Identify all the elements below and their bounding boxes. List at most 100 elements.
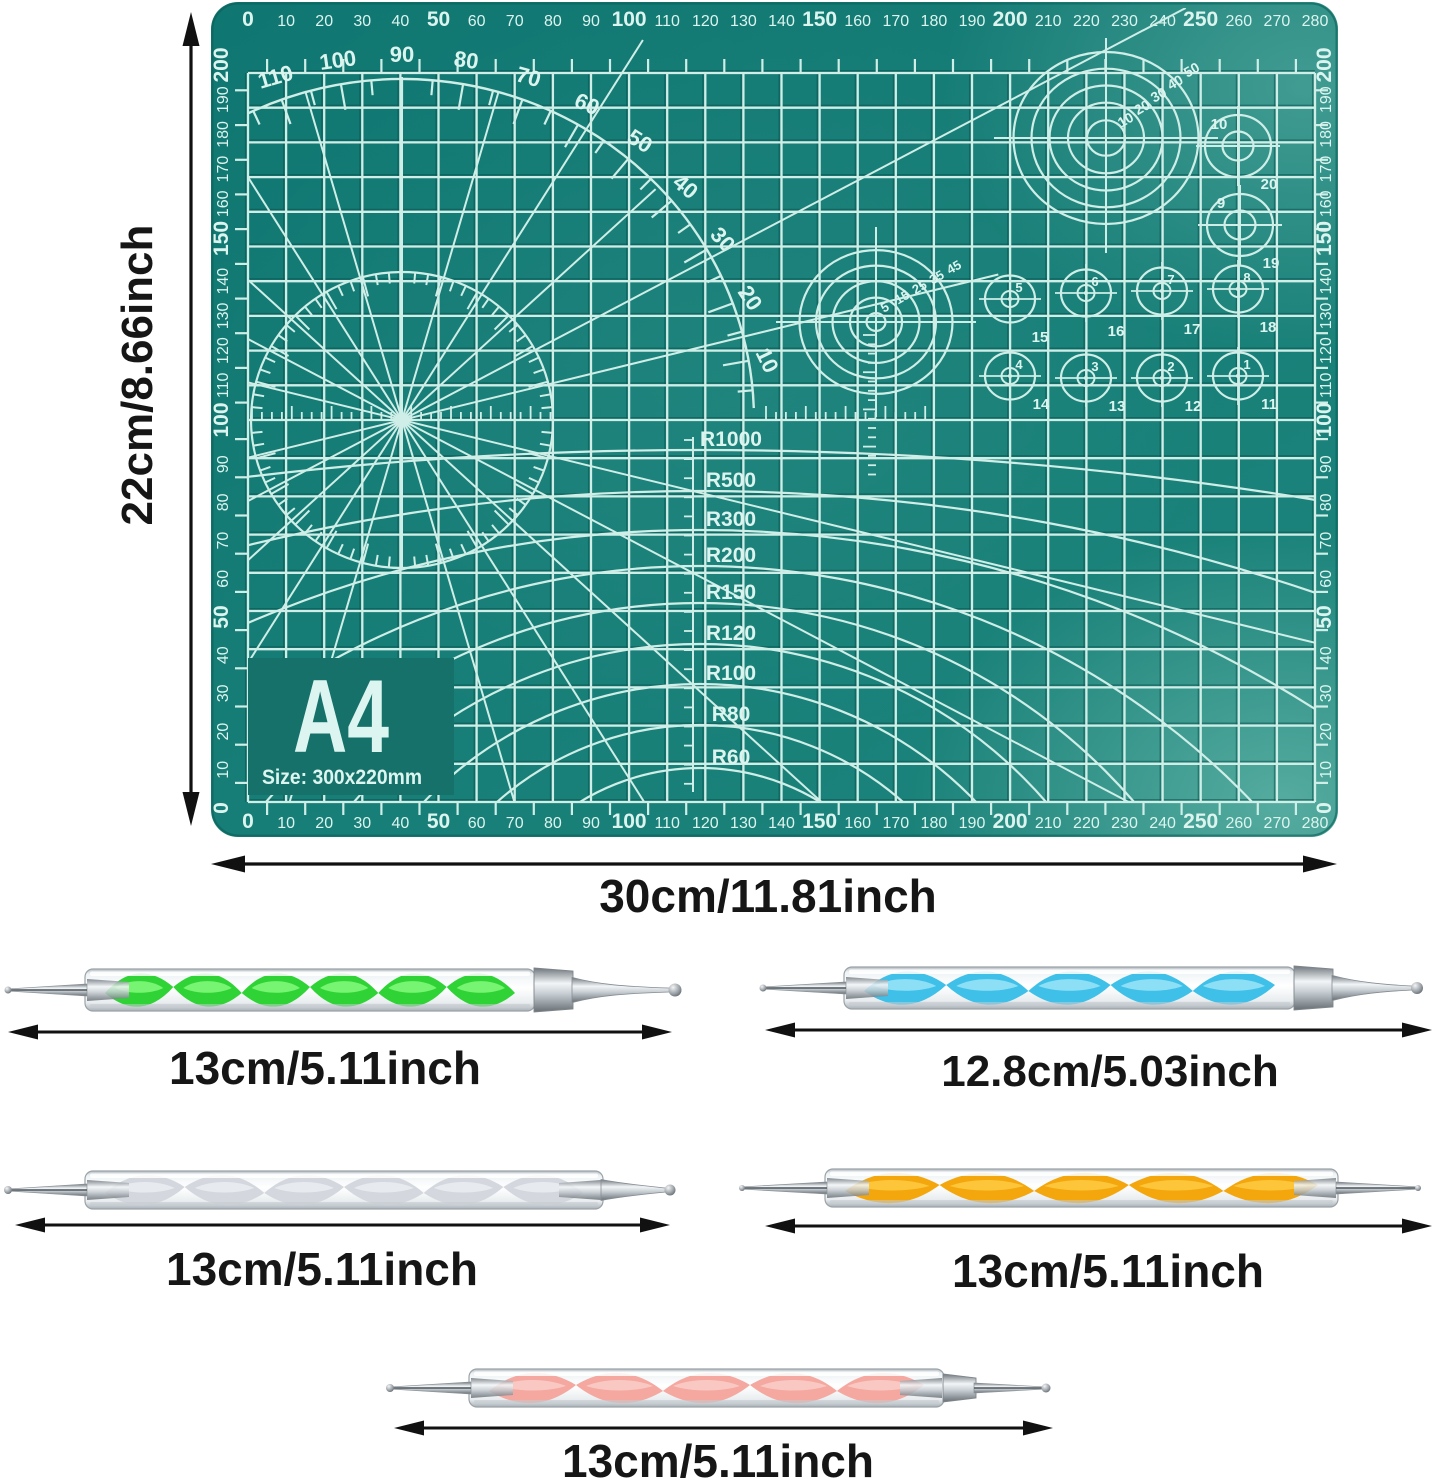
svg-text:0: 0	[1313, 802, 1336, 814]
svg-text:260: 260	[1225, 815, 1252, 832]
svg-text:110: 110	[654, 815, 680, 832]
svg-text:140: 140	[215, 268, 232, 295]
svg-text:200: 200	[993, 810, 1028, 833]
svg-text:220: 220	[1073, 13, 1100, 30]
svg-text:50: 50	[427, 810, 450, 833]
svg-text:R150: R150	[706, 581, 756, 604]
svg-text:40: 40	[1164, 71, 1186, 93]
svg-text:80: 80	[544, 13, 562, 30]
svg-text:260: 260	[1225, 13, 1252, 30]
svg-text:50: 50	[1181, 59, 1203, 81]
svg-text:15: 15	[1032, 329, 1049, 346]
svg-text:80: 80	[1318, 493, 1335, 511]
svg-text:160: 160	[215, 190, 232, 217]
svg-text:25: 25	[909, 277, 929, 297]
svg-text:R1000: R1000	[700, 428, 762, 451]
svg-text:30: 30	[215, 684, 232, 702]
svg-text:120: 120	[215, 337, 232, 364]
svg-text:2: 2	[1167, 359, 1174, 374]
svg-text:40: 40	[392, 815, 410, 832]
svg-text:60: 60	[1318, 570, 1335, 588]
svg-text:13cm/5.11inch: 13cm/5.11inch	[166, 1243, 478, 1295]
svg-text:150: 150	[802, 810, 837, 833]
svg-text:15: 15	[892, 287, 912, 307]
svg-text:160: 160	[844, 13, 871, 30]
svg-text:R60: R60	[712, 746, 751, 769]
svg-text:110: 110	[654, 13, 680, 30]
svg-text:210: 210	[1035, 13, 1062, 30]
svg-text:140: 140	[768, 13, 795, 30]
svg-text:R80: R80	[712, 703, 751, 726]
svg-text:170: 170	[1318, 156, 1335, 183]
svg-text:10: 10	[1211, 116, 1228, 133]
svg-text:230: 230	[1111, 815, 1138, 832]
svg-text:16: 16	[1108, 323, 1125, 340]
svg-text:0: 0	[210, 802, 233, 814]
svg-text:30: 30	[1318, 684, 1335, 702]
svg-text:150: 150	[1313, 221, 1336, 256]
svg-text:1: 1	[1243, 357, 1250, 372]
svg-text:11: 11	[1261, 396, 1277, 413]
svg-text:R200: R200	[706, 544, 756, 567]
svg-text:45: 45	[944, 257, 964, 277]
svg-text:120: 120	[692, 13, 719, 30]
svg-text:170: 170	[215, 156, 232, 183]
svg-text:200: 200	[993, 8, 1028, 31]
svg-text:13cm/5.11inch: 13cm/5.11inch	[562, 1435, 874, 1481]
svg-text:70: 70	[506, 815, 524, 832]
svg-text:250: 250	[1183, 8, 1218, 31]
svg-text:230: 230	[1111, 13, 1138, 30]
svg-text:18: 18	[1260, 319, 1277, 336]
svg-text:13: 13	[1109, 398, 1126, 415]
svg-text:60: 60	[215, 570, 232, 588]
svg-text:40: 40	[1318, 646, 1335, 664]
svg-text:40: 40	[215, 646, 232, 664]
svg-text:14: 14	[1033, 396, 1050, 413]
svg-text:80: 80	[544, 815, 562, 832]
svg-text:12.8cm/5.03inch: 12.8cm/5.03inch	[941, 1047, 1279, 1096]
svg-text:70: 70	[1318, 532, 1335, 550]
svg-text:4: 4	[1015, 357, 1023, 372]
svg-text:8: 8	[1243, 270, 1250, 285]
svg-text:13cm/5.11inch: 13cm/5.11inch	[952, 1245, 1264, 1297]
svg-text:180: 180	[921, 815, 948, 832]
svg-text:270: 270	[1264, 815, 1291, 832]
svg-text:250: 250	[1183, 810, 1218, 833]
svg-text:130: 130	[730, 815, 757, 832]
svg-text:3: 3	[1091, 359, 1098, 374]
svg-text:10: 10	[1115, 109, 1137, 131]
svg-text:180: 180	[921, 13, 948, 30]
svg-text:20: 20	[315, 815, 333, 832]
svg-text:130: 130	[730, 13, 757, 30]
svg-text:240: 240	[1149, 815, 1176, 832]
svg-text:19: 19	[1263, 255, 1280, 272]
svg-text:140: 140	[1318, 268, 1335, 295]
svg-text:12: 12	[1185, 398, 1202, 415]
svg-text:90: 90	[582, 815, 600, 832]
svg-text:60: 60	[468, 815, 486, 832]
svg-text:280: 280	[1302, 815, 1329, 832]
svg-text:150: 150	[802, 8, 837, 31]
svg-text:30: 30	[1148, 84, 1170, 106]
svg-text:100: 100	[318, 45, 358, 75]
svg-text:R300: R300	[706, 508, 756, 531]
svg-text:20: 20	[315, 13, 333, 30]
svg-text:60: 60	[468, 13, 486, 30]
svg-text:190: 190	[1318, 86, 1335, 113]
svg-text:0: 0	[242, 810, 254, 833]
svg-text:35: 35	[927, 267, 947, 287]
svg-text:10: 10	[277, 13, 295, 30]
svg-text:9: 9	[1217, 195, 1225, 212]
svg-text:13cm/5.11inch: 13cm/5.11inch	[169, 1042, 481, 1094]
svg-text:90: 90	[582, 13, 600, 30]
svg-text:30: 30	[353, 13, 371, 30]
svg-text:30cm/11.81inch: 30cm/11.81inch	[599, 870, 937, 922]
svg-text:210: 210	[1035, 815, 1062, 832]
svg-text:140: 140	[768, 815, 795, 832]
svg-text:190: 190	[215, 86, 232, 113]
svg-text:R100: R100	[706, 662, 756, 685]
svg-text:70: 70	[506, 13, 524, 30]
svg-text:130: 130	[1318, 302, 1335, 329]
svg-text:20: 20	[215, 723, 232, 741]
svg-text:40: 40	[392, 13, 410, 30]
